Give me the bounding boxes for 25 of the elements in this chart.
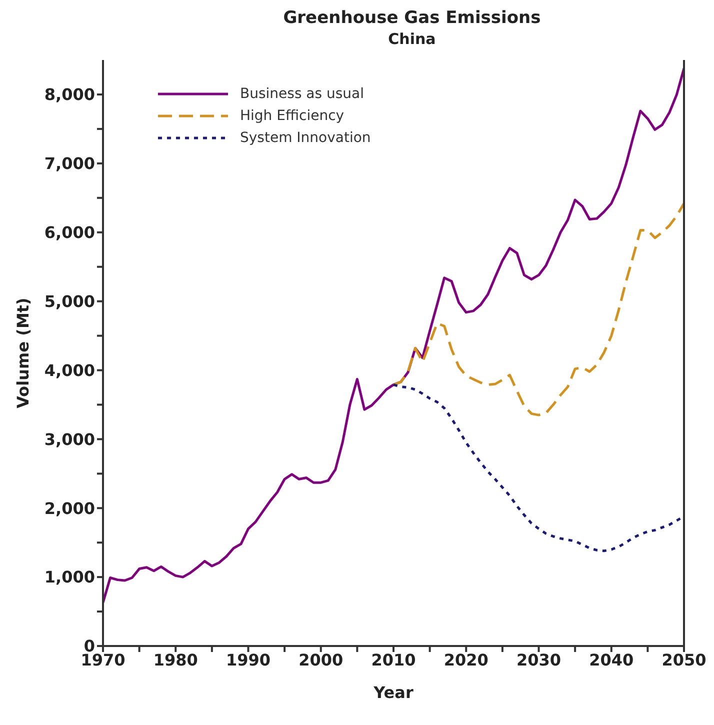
y-tick-label: 7,000 [44, 154, 95, 174]
line-series [103, 67, 684, 604]
legend-label: High Efficiency [240, 108, 344, 124]
legend-label: Business as usual [240, 86, 364, 102]
y-tick-label: 4,000 [44, 360, 95, 380]
x-tick-label: 2000 [298, 650, 344, 670]
line-series [392, 202, 684, 416]
x-tick-label: 2020 [444, 650, 488, 670]
y-tick-label: 5,000 [44, 292, 95, 311]
x-tick-label: 2010 [371, 650, 416, 670]
y-tick-label: 3,000 [44, 430, 95, 449]
x-tick-label: 2030 [516, 650, 562, 670]
x-tick-label: 2050 [662, 650, 706, 670]
x-axis-title: Year [372, 683, 414, 702]
chart-subtitle: China [387, 30, 437, 48]
x-tick-label: 2040 [589, 650, 634, 670]
chart-title: Greenhouse Gas Emissions [282, 8, 542, 28]
y-tick-label: 6,000 [44, 223, 95, 242]
y-axis-title: Volume (Mt) [14, 298, 33, 408]
legend-label: System Innovation [240, 130, 371, 146]
y-tick-label: 2,000 [44, 498, 95, 518]
x-tick-label: 1990 [226, 650, 271, 670]
y-tick-label: 8,000 [44, 85, 95, 104]
x-tick-label: 1980 [153, 650, 198, 670]
y-tick-label: 1,000 [44, 568, 95, 587]
